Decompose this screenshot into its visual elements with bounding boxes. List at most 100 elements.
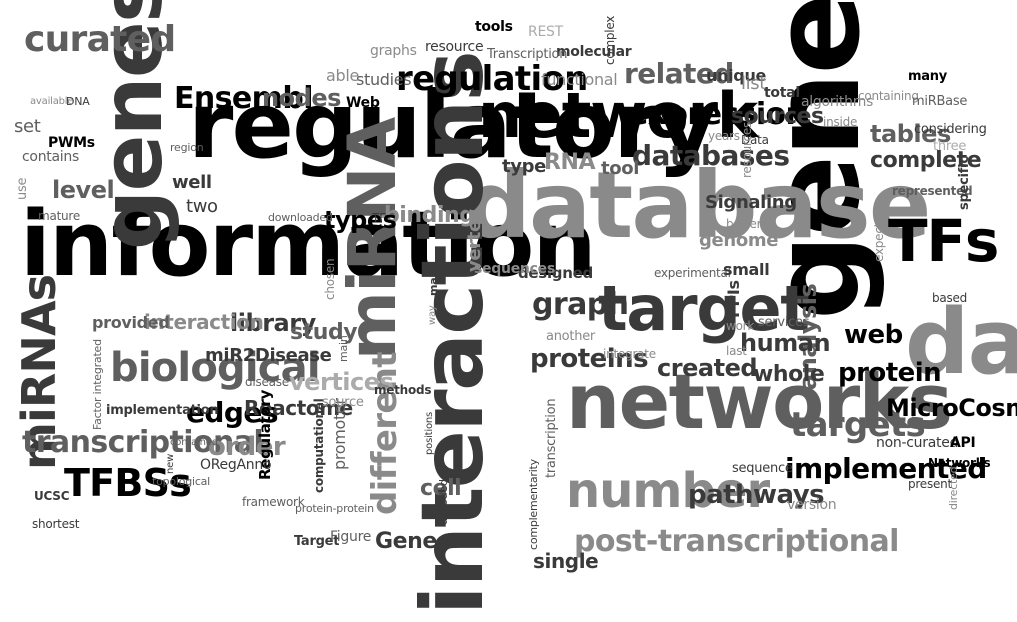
word-tfs: TFs xyxy=(888,207,999,275)
word-expression: expression xyxy=(628,97,807,132)
word-genome: genome xyxy=(699,230,779,251)
word-reactome: Reactome xyxy=(244,396,353,420)
word-complex: complex xyxy=(603,15,617,65)
word-new: new xyxy=(165,453,176,474)
word-mirbase: miRBase xyxy=(912,94,968,109)
word-biological: biological xyxy=(110,345,321,391)
word-regulation: regulation xyxy=(396,59,588,99)
word-source: source xyxy=(322,395,364,410)
word-api: API xyxy=(950,435,976,451)
word-nodes: nodes xyxy=(262,84,341,112)
word-set: set xyxy=(14,116,41,137)
word-many: many xyxy=(908,69,948,84)
word-tool: tool xyxy=(601,158,640,179)
word-resources: resources xyxy=(740,122,754,178)
word-databases: databases xyxy=(632,139,790,172)
word-target-cap: Target xyxy=(294,534,340,549)
word-studies: studies xyxy=(356,70,412,89)
word-human: human xyxy=(740,329,831,357)
word-interaction: interaction xyxy=(144,310,264,334)
word-sequences: sequences xyxy=(474,261,555,277)
word-functional: functional xyxy=(541,70,618,89)
word-types: types xyxy=(324,206,397,234)
word-study: study xyxy=(290,320,358,345)
word-another: another xyxy=(546,329,596,344)
word-total: total xyxy=(764,85,800,101)
word-complete: complete xyxy=(870,148,982,173)
word-ensembl: Ensembl xyxy=(174,81,313,116)
word-inside: inside xyxy=(823,115,858,129)
word-based: based xyxy=(932,291,968,305)
word-order: order xyxy=(208,432,286,462)
word-last: last xyxy=(726,344,747,358)
word-network: network xyxy=(478,79,758,152)
word-information: information xyxy=(20,192,597,297)
word-transcription: transcription xyxy=(544,398,559,478)
word-figure: Figure xyxy=(330,529,372,545)
word-web: web xyxy=(844,320,903,350)
word-tfbss: TFBSs xyxy=(64,461,192,505)
word-created: created xyxy=(657,354,758,382)
word-shortest: shortest xyxy=(32,517,80,531)
word-work: work xyxy=(726,319,755,333)
word-related: related xyxy=(624,57,734,90)
word-implementation: implementation xyxy=(106,403,219,418)
word-graphs: graphs xyxy=(370,43,417,59)
word-tf: TF xyxy=(372,211,386,225)
word-well: well xyxy=(172,172,212,193)
word-computational: computational xyxy=(312,398,326,493)
word-unique: unique xyxy=(706,66,767,85)
word-proteins: proteins xyxy=(530,344,649,374)
word-list: list xyxy=(741,73,766,94)
word-main: main xyxy=(337,335,350,362)
word-tools: tools xyxy=(475,19,513,35)
word-level: level xyxy=(52,176,115,204)
word-tables: tables xyxy=(870,120,951,148)
word-chosen: chosen xyxy=(323,258,337,300)
word-number: number xyxy=(566,463,770,519)
word-directed: directed xyxy=(947,466,960,510)
word-two: two xyxy=(186,196,218,217)
word-use: use xyxy=(15,177,30,200)
word-contained: contained xyxy=(170,437,218,448)
word-available: available xyxy=(30,96,74,107)
word-years: years xyxy=(708,129,740,143)
word-cell: cell xyxy=(420,476,462,501)
word-services: services xyxy=(758,315,810,330)
word-signaling: Signaling xyxy=(705,192,797,213)
word-topological: topological xyxy=(152,475,211,488)
word-considering: considering xyxy=(914,122,987,137)
word-provided: provided xyxy=(92,313,170,332)
word-protein: protein xyxy=(838,358,942,388)
word-web-cap: Web xyxy=(346,95,380,111)
word-three: three xyxy=(933,139,967,154)
word-experimental: experimental xyxy=(654,266,731,280)
word-positions: positions xyxy=(424,411,435,455)
word-represented: represented xyxy=(892,184,973,198)
word-expected: expected xyxy=(872,208,886,262)
word-contains: contains xyxy=(22,149,80,165)
word-edges: edges xyxy=(186,396,278,429)
word-rna: RNA xyxy=(544,150,596,175)
word-transcriptional: transcriptional xyxy=(22,425,264,460)
word-resource: resource xyxy=(425,39,484,55)
word-protein-protein: protein-protein xyxy=(295,502,374,515)
word-present: present xyxy=(908,477,952,491)
word-whole: whole xyxy=(753,362,825,387)
word-molecular: molecular xyxy=(556,44,632,60)
word-mir2disease: miR2Disease xyxy=(205,345,332,366)
word-framework: framework xyxy=(242,495,305,509)
word-complementarity: complementarity xyxy=(527,459,540,550)
word-mature: mature xyxy=(38,209,80,223)
word-single: single xyxy=(533,549,599,573)
word-region: region xyxy=(170,141,204,154)
word-make: make xyxy=(427,263,440,297)
word-able: able xyxy=(326,66,359,85)
word-vertices: vertices xyxy=(289,368,394,396)
word-integrate: integrate xyxy=(603,347,656,361)
word-sources: sources xyxy=(731,104,824,129)
word-curated: curated xyxy=(24,19,176,60)
word-type: type xyxy=(502,156,546,177)
word-targets: targets xyxy=(790,405,926,445)
word-implemented: implemented xyxy=(785,452,987,485)
